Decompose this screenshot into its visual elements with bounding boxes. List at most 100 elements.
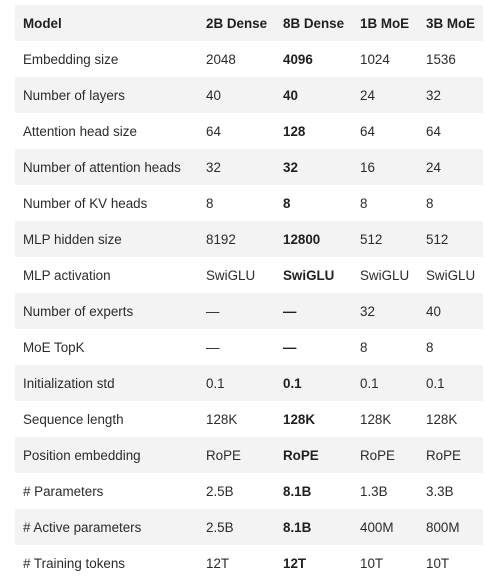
header-3b-moe: 3B MoE — [426, 15, 476, 31]
cell-2b-dense: 8 — [206, 195, 214, 211]
cell-1b-moe: RoPE — [360, 447, 395, 463]
table-row: Number of layers 40 40 24 32 — [15, 77, 483, 113]
row-label: MoE TopK — [23, 339, 85, 355]
cell-3b-moe: 3.3B — [426, 483, 454, 499]
table-row: MLP hidden size 8192 12800 512 512 — [15, 221, 483, 257]
cell-8b-dense: 8 — [283, 195, 291, 211]
cell-8b-dense: RoPE — [283, 447, 319, 463]
cell-2b-dense: 2048 — [206, 51, 236, 67]
cell-8b-dense: 128 — [283, 123, 306, 139]
cell-2b-dense: 64 — [206, 123, 221, 139]
model-spec-table-container: Model 2B Dense 8B Dense 1B MoE 3B MoE Em… — [15, 5, 483, 581]
row-label: MLP activation — [23, 267, 111, 283]
header-8b-dense: 8B Dense — [283, 15, 345, 31]
header-row: Model 2B Dense 8B Dense 1B MoE 3B MoE — [15, 5, 483, 41]
cell-8b-dense: 12T — [283, 555, 307, 571]
cell-1b-moe: 8 — [360, 339, 368, 355]
cell-2b-dense: 12T — [206, 555, 230, 571]
cell-3b-moe: 24 — [426, 159, 441, 175]
row-label: Attention head size — [23, 123, 137, 139]
cell-8b-dense: 0.1 — [283, 375, 302, 391]
cell-3b-moe: 32 — [426, 87, 441, 103]
cell-3b-moe: 128K — [426, 411, 458, 427]
cell-2b-dense: SwiGLU — [206, 267, 256, 283]
cell-8b-dense: 8.1B — [283, 519, 312, 535]
cell-1b-moe: 1024 — [360, 51, 390, 67]
cell-1b-moe: 8 — [360, 195, 368, 211]
cell-3b-moe: 800M — [426, 519, 460, 535]
cell-8b-dense: 40 — [283, 87, 298, 103]
cell-8b-dense: 12800 — [283, 231, 321, 247]
cell-1b-moe: 24 — [360, 87, 375, 103]
cell-2b-dense: — — [206, 303, 220, 319]
cell-2b-dense: 8192 — [206, 231, 236, 247]
cell-2b-dense: RoPE — [206, 447, 241, 463]
table-row: Number of attention heads 32 32 16 24 — [15, 149, 483, 185]
table-header: Model 2B Dense 8B Dense 1B MoE 3B MoE — [15, 5, 483, 41]
cell-3b-moe: 40 — [426, 303, 441, 319]
cell-1b-moe: 1.3B — [360, 483, 388, 499]
cell-8b-dense: SwiGLU — [283, 267, 335, 283]
table-row: Number of experts — — 32 40 — [15, 293, 483, 329]
header-model: Model — [23, 15, 62, 31]
table-row: MoE TopK — — 8 8 — [15, 329, 483, 365]
cell-3b-moe: 1536 — [426, 51, 456, 67]
row-label: Position embedding — [23, 447, 141, 463]
cell-2b-dense: 32 — [206, 159, 221, 175]
cell-2b-dense: 2.5B — [206, 519, 234, 535]
cell-3b-moe: 64 — [426, 123, 441, 139]
model-spec-table: Model 2B Dense 8B Dense 1B MoE 3B MoE Em… — [15, 5, 483, 581]
row-label: Number of attention heads — [23, 159, 181, 175]
cell-2b-dense: 2.5B — [206, 483, 234, 499]
cell-8b-dense: 32 — [283, 159, 298, 175]
cell-3b-moe: RoPE — [426, 447, 461, 463]
table-row: # Training tokens 12T 12T 10T 10T — [15, 545, 483, 581]
cell-1b-moe: SwiGLU — [360, 267, 410, 283]
row-label: Initialization std — [23, 375, 115, 391]
cell-1b-moe: 10T — [360, 555, 384, 571]
cell-3b-moe: 10T — [426, 555, 450, 571]
cell-1b-moe: 128K — [360, 411, 392, 427]
table-row: MLP activation SwiGLU SwiGLU SwiGLU SwiGLU — [15, 257, 483, 293]
cell-8b-dense: 8.1B — [283, 483, 312, 499]
table-row: Embedding size 2048 4096 1024 1536 — [15, 41, 483, 77]
row-label: Number of layers — [23, 87, 125, 103]
cell-2b-dense: — — [206, 339, 220, 355]
cell-2b-dense: 128K — [206, 411, 238, 427]
table-body: Embedding size 2048 4096 1024 1536 Number of … — [15, 41, 483, 581]
row-label: # Parameters — [23, 483, 104, 499]
cell-2b-dense: 40 — [206, 87, 221, 103]
cell-1b-moe: 400M — [360, 519, 394, 535]
cell-2b-dense: 0.1 — [206, 375, 225, 391]
table-row: Initialization std 0.1 0.1 0.1 0.1 — [15, 365, 483, 401]
cell-3b-moe: SwiGLU — [426, 267, 476, 283]
cell-3b-moe: 0.1 — [426, 375, 445, 391]
cell-8b-dense: 128K — [283, 411, 316, 427]
header-2b-dense: 2B Dense — [206, 15, 268, 31]
row-label: Number of KV heads — [23, 195, 148, 211]
cell-1b-moe: 16 — [360, 159, 375, 175]
header-1b-moe: 1B MoE — [360, 15, 410, 31]
cell-3b-moe: 512 — [426, 231, 449, 247]
table-row: # Active parameters 2.5B 8.1B 400M 800M — [15, 509, 483, 545]
row-label: Embedding size — [23, 51, 119, 67]
cell-8b-dense: — — [283, 303, 297, 319]
cell-1b-moe: 512 — [360, 231, 383, 247]
cell-1b-moe: 32 — [360, 303, 375, 319]
table-row: Attention head size 64 128 64 64 — [15, 113, 483, 149]
row-label: Number of experts — [23, 303, 134, 319]
cell-3b-moe: 8 — [426, 339, 434, 355]
cell-8b-dense: — — [283, 339, 297, 355]
cell-8b-dense: 4096 — [283, 51, 313, 67]
table-row: Sequence length 128K 128K 128K 128K — [15, 401, 483, 437]
table-row: # Parameters 2.5B 8.1B 1.3B 3.3B — [15, 473, 483, 509]
row-label: # Training tokens — [23, 555, 125, 571]
cell-3b-moe: 8 — [426, 195, 434, 211]
row-label: # Active parameters — [23, 519, 142, 535]
row-label: MLP hidden size — [23, 231, 122, 247]
table-row: Position embedding RoPE RoPE RoPE RoPE — [15, 437, 483, 473]
cell-1b-moe: 64 — [360, 123, 375, 139]
row-label: Sequence length — [23, 411, 124, 427]
table-row: Number of KV heads 8 8 8 8 — [15, 185, 483, 221]
cell-1b-moe: 0.1 — [360, 375, 379, 391]
